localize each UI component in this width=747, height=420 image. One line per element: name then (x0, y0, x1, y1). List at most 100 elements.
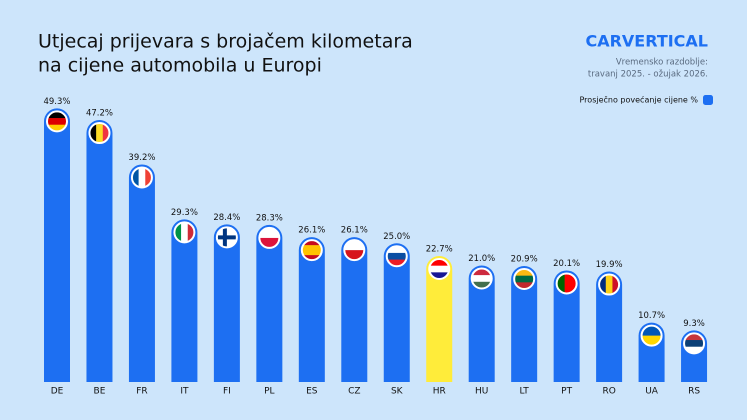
x-tick-label: CZ (348, 387, 360, 397)
x-tick-label: FI (223, 387, 231, 397)
x-tick-label: HR (433, 387, 446, 397)
flag (344, 240, 365, 261)
flag-border (258, 226, 281, 249)
flag-part (386, 246, 407, 254)
flag-part (301, 250, 322, 256)
bar (468, 265, 495, 382)
x-tick-label: RO (602, 387, 615, 397)
flag-part (102, 123, 110, 144)
legend-label: Prosječno povećanje cijene % (580, 95, 699, 105)
flag (514, 269, 535, 290)
bar (341, 237, 368, 382)
value-label: 22.7% (426, 245, 453, 255)
bar (44, 108, 70, 382)
flag-part (612, 274, 620, 295)
flag-part (564, 273, 569, 294)
value-label: 47.2% (86, 109, 113, 119)
value-label: 39.2% (128, 153, 155, 163)
flag-part (684, 340, 705, 348)
bar (553, 270, 580, 382)
flag-part (556, 273, 561, 294)
value-label: 28.3% (256, 213, 283, 223)
flag-part (96, 123, 104, 144)
legend-swatch (703, 95, 713, 105)
flag-part (187, 222, 195, 243)
flag (684, 333, 705, 354)
value-label: 26.1% (298, 226, 325, 236)
bar (298, 237, 325, 382)
x-tick-label: DE (51, 387, 64, 397)
x-tick-label: PT (561, 387, 572, 397)
bar (86, 120, 113, 383)
flag-part (429, 265, 450, 273)
value-label: 10.7% (638, 311, 665, 321)
flag-part (138, 167, 146, 188)
flag (216, 227, 237, 248)
flag (599, 274, 620, 295)
bar (128, 164, 155, 382)
bar (171, 219, 198, 382)
flag-part (572, 273, 577, 294)
flag-part (514, 269, 535, 276)
flag-border (683, 332, 706, 355)
flag-border (46, 110, 68, 133)
flag-part (344, 250, 365, 261)
chart-title: na cijene automobila u Europi (38, 55, 322, 77)
value-label: 21.0% (468, 254, 495, 264)
flag-part (89, 123, 97, 144)
bar (383, 243, 410, 382)
flag-part (259, 227, 280, 239)
flag-border (470, 267, 493, 290)
flag-border (88, 122, 111, 145)
x-tick-label: BE (94, 387, 106, 397)
flag (174, 222, 195, 243)
flag (301, 240, 322, 261)
flag-part (145, 167, 152, 188)
flag-border (173, 221, 196, 244)
subtitle: travanj 2025. - ožujak 2026. (588, 70, 708, 80)
flag-part (47, 118, 67, 126)
value-label: 20.1% (553, 259, 580, 269)
flag (89, 123, 110, 144)
flag-part (599, 274, 607, 295)
flag-part (641, 335, 662, 346)
flag-part (684, 333, 705, 341)
flag-border (555, 272, 578, 295)
flag-part (471, 275, 492, 283)
value-label: 49.3% (43, 97, 70, 107)
flag-border (300, 239, 323, 262)
x-tick-label: ES (306, 387, 318, 397)
bar (426, 256, 453, 382)
flag-border (598, 273, 621, 296)
flag-part (641, 325, 662, 336)
x-tick-label: FR (136, 387, 147, 397)
flag-part (301, 245, 322, 251)
flag-part (684, 346, 705, 354)
flag (429, 259, 450, 280)
flag-part (514, 282, 535, 290)
x-tick-label: RS (688, 387, 700, 397)
x-tick-label: IT (180, 387, 189, 397)
bar (256, 224, 283, 382)
flag (131, 167, 152, 188)
flag-part (560, 273, 565, 294)
subtitle: Vremensko razdoblje: (616, 58, 708, 68)
flag-part (568, 273, 573, 294)
x-tick-label: HU (475, 387, 488, 397)
x-tick-label: PL (264, 387, 274, 397)
flag-part (386, 259, 407, 267)
value-label: 19.9% (596, 260, 623, 270)
flag-part (514, 275, 535, 283)
flag-part (47, 124, 67, 132)
flag (556, 273, 577, 294)
bar (596, 271, 623, 382)
flag-part (471, 281, 492, 289)
flag-border (513, 268, 536, 291)
flag-part (344, 240, 365, 251)
value-label: 25.0% (383, 232, 410, 242)
value-label: 20.9% (511, 255, 538, 265)
flag-part (429, 259, 450, 266)
flag-part (471, 268, 492, 276)
flag-part (301, 240, 322, 246)
